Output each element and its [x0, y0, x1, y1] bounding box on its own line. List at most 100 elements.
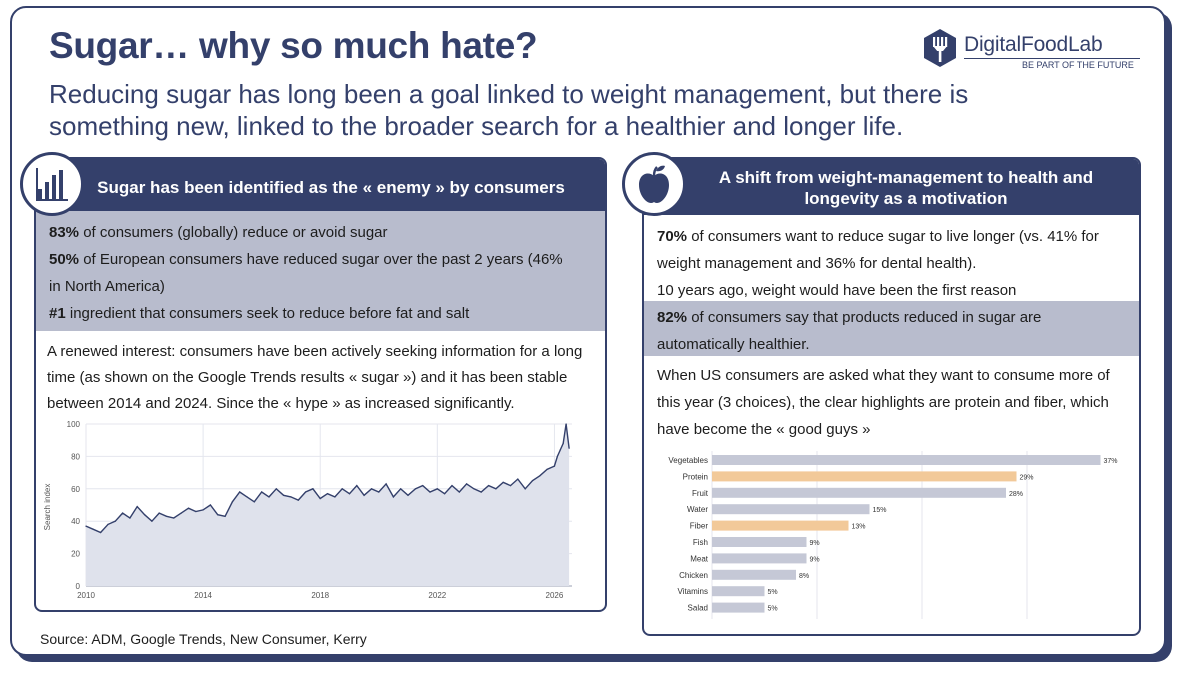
- trend-point: [283, 494, 285, 496]
- trend-point: [275, 488, 277, 490]
- trend-point: [400, 488, 402, 490]
- trend-point: [326, 493, 329, 495]
- trend-point: [378, 491, 380, 493]
- stat-consumers-reduce: 83% of consumers (globally) reduce or av…: [49, 219, 594, 246]
- bar: [712, 602, 765, 613]
- apple-icon: [622, 152, 686, 216]
- bar-category-label: Meat: [690, 554, 709, 563]
- trend-point: [524, 488, 526, 490]
- brand-logo: DigitalFoodLab BE PART OF THE FUTURE: [922, 28, 1152, 72]
- bar: [712, 586, 765, 597]
- trend-point: [151, 520, 153, 522]
- trend-point: [261, 491, 263, 493]
- consume-more-bar-chart: Vegetables 37% Protein 29% Fruit 28% Water 15% F…: [668, 451, 1118, 619]
- left-panel: Sugar has been identified as the « enemy…: [34, 157, 607, 612]
- bar-category-label: Protein: [683, 472, 708, 481]
- trend-point: [385, 483, 387, 485]
- y-tick-label: 20: [71, 550, 80, 559]
- trend-point: [348, 493, 351, 495]
- brand-tagline: BE PART OF THE FUTURE: [1022, 60, 1134, 70]
- trend-point: [312, 488, 314, 490]
- bar-value-label: 8%: [799, 573, 809, 580]
- stat-text: of consumers (globally) reduce or avoid …: [79, 224, 388, 241]
- bar-category-label: Fiber: [690, 522, 709, 531]
- trend-point: [158, 512, 160, 514]
- stat-reduced-sugar-healthier: 82% of consumers say that products reduc…: [657, 304, 1127, 358]
- trend-point: [290, 496, 292, 498]
- trend-point: [480, 491, 482, 493]
- trend-point: [509, 485, 512, 487]
- trend-point: [407, 494, 409, 496]
- trend-point: [363, 494, 365, 496]
- bar: [712, 537, 807, 547]
- google-trends-chart: Search index 0 20 40 60 80 100 2010 2014 2018 202…: [43, 420, 572, 600]
- trend-point: [187, 507, 190, 509]
- trend-point: [553, 465, 556, 467]
- trend-point: [451, 485, 453, 487]
- x-tick-label: 2010: [77, 591, 95, 600]
- bar: [712, 455, 1101, 465]
- bar-value-label: 9%: [810, 556, 820, 563]
- trend-point: [565, 423, 567, 425]
- stat-value: 83%: [49, 224, 80, 241]
- stat-text: of consumers say that products reduced i…: [657, 309, 1042, 353]
- y-tick-label: 40: [71, 517, 80, 526]
- trend-point: [297, 499, 299, 501]
- trend-point: [429, 491, 431, 493]
- trend-point: [195, 510, 197, 513]
- stat-value: 50%: [49, 251, 80, 268]
- bar: [712, 487, 1006, 498]
- trend-point: [556, 455, 559, 457]
- left-paragraph: A renewed interest: consumers have been …: [47, 343, 583, 412]
- right-panel: A shift from weight-management to health…: [642, 157, 1141, 636]
- trend-point: [129, 517, 131, 519]
- bar-category-label: Vegetables: [668, 456, 708, 465]
- trend-point: [444, 493, 446, 495]
- source-note: Source: ADM, Google Trends, New Consumer…: [40, 631, 367, 647]
- weight-note: 10 years ago, weight would have been the…: [657, 282, 1017, 299]
- trend-point: [546, 468, 548, 470]
- bar-value-label: 9%: [810, 540, 820, 547]
- search-index-area: [86, 424, 570, 586]
- trend-point: [473, 488, 475, 490]
- bar-category-label: Salad: [688, 604, 708, 613]
- stat-value: #1: [49, 305, 66, 322]
- trend-point: [341, 488, 343, 490]
- bar: [712, 569, 796, 580]
- x-tick-label: 2026: [546, 591, 564, 600]
- bar: [712, 504, 870, 515]
- right-stats-band: [644, 301, 1139, 356]
- trend-point: [85, 525, 87, 527]
- trend-point: [107, 523, 109, 525]
- trend-point: [531, 480, 534, 482]
- trend-point: [568, 447, 570, 449]
- trend-point: [144, 514, 146, 516]
- trend-point: [488, 485, 490, 487]
- y-tick-label: 60: [71, 485, 80, 494]
- y-tick-label: 100: [67, 420, 81, 429]
- trend-point: [559, 449, 561, 451]
- trend-point: [502, 481, 504, 483]
- x-tick-label: 2014: [194, 591, 212, 600]
- brand-name: DigitalFoodLab: [964, 33, 1103, 56]
- bar-value-label: 5%: [768, 589, 778, 596]
- bar-value-label: 28%: [1009, 491, 1023, 498]
- bar-category-label: Chicken: [679, 571, 708, 580]
- trend-point: [122, 512, 124, 514]
- trend-point: [539, 475, 541, 477]
- left-panel-heading: Sugar has been identified as the « enemy…: [97, 178, 565, 197]
- y-tick-label: 0: [76, 582, 81, 591]
- stat-text: of consumers want to reduce sugar to liv…: [657, 228, 1099, 272]
- trend-point: [173, 517, 175, 519]
- trend-point: [136, 506, 138, 508]
- trend-point: [268, 496, 270, 498]
- trend-point: [517, 478, 519, 480]
- trend-point: [114, 520, 116, 522]
- bar: [712, 520, 849, 531]
- stat-value: 82%: [657, 309, 688, 326]
- bar-chart-icon: [20, 152, 84, 216]
- trend-point: [466, 483, 468, 485]
- trend-point: [356, 485, 358, 487]
- trend-point: [392, 496, 394, 498]
- trend-point: [319, 497, 321, 500]
